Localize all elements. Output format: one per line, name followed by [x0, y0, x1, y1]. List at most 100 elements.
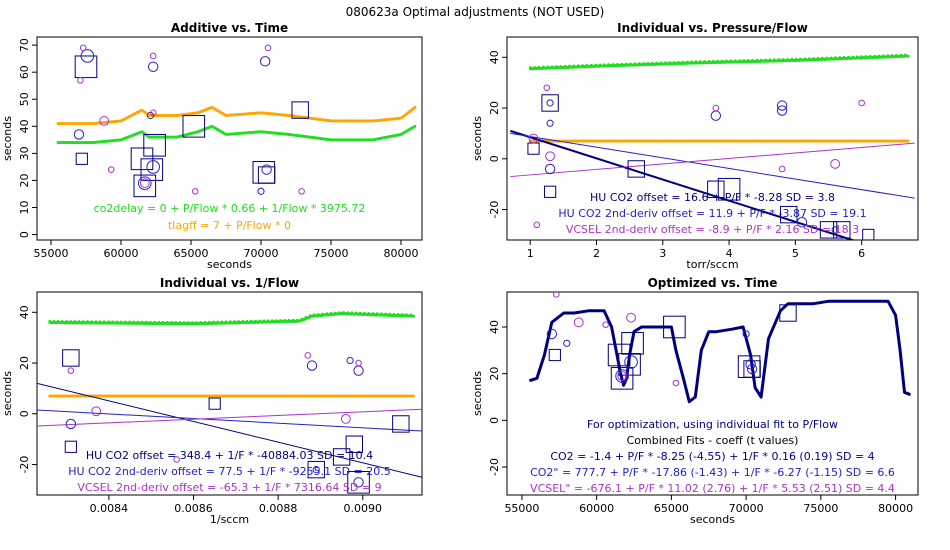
- band-point: [325, 394, 328, 398]
- circle-point-purple: [672, 379, 680, 387]
- circle-point-blue: [776, 100, 788, 111]
- band-point: [250, 320, 253, 324]
- band-point: [680, 139, 683, 143]
- band-point: [338, 311, 341, 314]
- band-point: [251, 320, 254, 323]
- band-point: [319, 137, 322, 140]
- band-point: [154, 114, 157, 117]
- band-point: [537, 66, 541, 70]
- band-point: [273, 394, 277, 398]
- band-point: [784, 60, 788, 63]
- band-point: [671, 139, 674, 143]
- band-point: [728, 61, 731, 64]
- band-point: [651, 62, 654, 66]
- band-point: [170, 321, 173, 324]
- band-point: [200, 109, 204, 113]
- band-point: [294, 133, 297, 137]
- band-point: [158, 135, 161, 139]
- band-point: [93, 322, 96, 325]
- band-point: [214, 127, 218, 130]
- band-point: [690, 139, 693, 143]
- band-point: [69, 122, 72, 126]
- band-point: [95, 121, 98, 125]
- band-point: [761, 59, 764, 62]
- band-point: [333, 394, 337, 398]
- band-point: [239, 112, 242, 116]
- band-point: [394, 134, 397, 137]
- band-point: [147, 135, 150, 139]
- band-point: [314, 394, 317, 398]
- band-point: [903, 53, 907, 56]
- band-point: [270, 319, 274, 322]
- band-point: [568, 139, 571, 143]
- band-point: [290, 320, 293, 323]
- band-point: [56, 320, 60, 323]
- band-point: [208, 394, 211, 398]
- band-point: [154, 321, 158, 324]
- square-point: [143, 133, 166, 157]
- band-point: [289, 319, 292, 322]
- band-point: [359, 311, 362, 314]
- band-point: [270, 394, 274, 398]
- band-point: [725, 59, 728, 62]
- band-point: [710, 139, 714, 143]
- band-point: [191, 394, 194, 398]
- band-point: [771, 139, 775, 143]
- band-point: [777, 59, 780, 63]
- band-point: [91, 141, 94, 144]
- band-point: [749, 61, 753, 64]
- band-point: [821, 56, 824, 59]
- band-point: [74, 141, 78, 144]
- band-point: [669, 139, 673, 143]
- band-point: [266, 112, 270, 115]
- y-tick-label: 30: [18, 146, 31, 160]
- band-point: [601, 139, 605, 143]
- band-point: [402, 394, 405, 398]
- band-point: [367, 119, 370, 123]
- band-point: [264, 394, 267, 398]
- square-point: [663, 315, 686, 339]
- band-point: [640, 64, 644, 67]
- band-point: [828, 58, 831, 61]
- band-point: [104, 321, 107, 324]
- band-point: [384, 394, 387, 398]
- band-point: [247, 394, 250, 398]
- band-point: [262, 320, 266, 324]
- band-point: [408, 128, 411, 131]
- band-point: [126, 394, 130, 398]
- band-point: [382, 118, 385, 122]
- band-point: [297, 394, 300, 398]
- band-point: [403, 394, 407, 398]
- fit-annotation: tlagff = 7 + P/Flow * 0: [168, 219, 291, 232]
- band-point: [205, 394, 208, 398]
- band-point: [860, 56, 863, 60]
- band-point: [346, 311, 349, 314]
- band-point: [624, 63, 628, 67]
- band-point: [107, 139, 111, 143]
- x-axis-label: 1/sccm: [210, 513, 249, 526]
- band-point: [353, 313, 356, 316]
- band-point: [111, 120, 115, 124]
- band-point: [401, 313, 404, 316]
- circle-point-blue: [80, 49, 95, 63]
- band-point: [339, 312, 342, 315]
- band-point: [128, 115, 131, 118]
- band-point: [870, 56, 873, 59]
- band-point: [664, 139, 667, 143]
- band-point: [321, 118, 325, 122]
- band-point: [185, 112, 189, 116]
- band-point: [629, 139, 632, 143]
- band-point: [350, 311, 354, 314]
- band-point: [815, 59, 818, 62]
- band-point: [712, 60, 715, 63]
- band-point: [322, 313, 326, 316]
- band-point: [681, 61, 684, 65]
- band-point: [238, 113, 241, 116]
- y-tick-label: -20: [488, 458, 501, 476]
- band-point: [349, 119, 352, 123]
- fit-line: [37, 409, 422, 432]
- band-point: [604, 139, 607, 143]
- fit-annotation: HU CO2 2nd-deriv offset = 11.9 + P/F * -…: [558, 207, 866, 220]
- band-point: [591, 139, 594, 143]
- band-point: [257, 130, 260, 134]
